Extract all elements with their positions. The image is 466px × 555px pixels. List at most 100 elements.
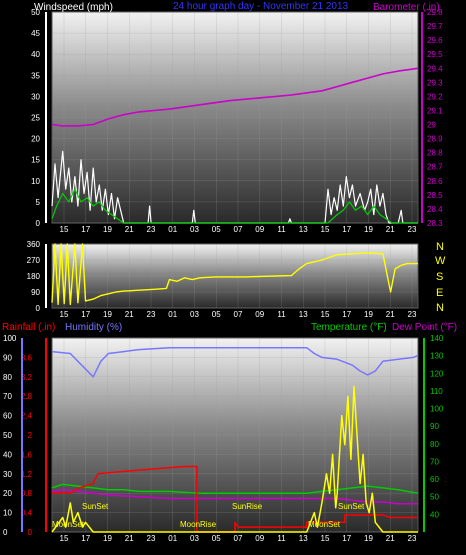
temperature-y-tick-label: 130 — [430, 352, 444, 361]
x-tick-label: 21 — [125, 534, 134, 543]
x-tick-label: 23 — [147, 534, 156, 543]
wind-y-tick-label: 25 — [31, 114, 40, 123]
x-tick-label: 21 — [386, 225, 395, 234]
x-tick-label: 19 — [103, 225, 112, 234]
humidity-y-tick-label: 20 — [3, 489, 12, 498]
temperature-y-tick-label: 70 — [430, 457, 439, 466]
x-tick-label: 03 — [190, 225, 199, 234]
x-tick-label: 01 — [168, 310, 177, 319]
x-tick-label: 17 — [342, 225, 351, 234]
wind-y-tick-label: 45 — [31, 29, 40, 38]
x-tick-label: 03 — [190, 310, 199, 319]
temperature-y-tick-label: 60 — [430, 475, 439, 484]
barometer-y-tick-label: 29.8 — [427, 8, 443, 17]
barometer-y-tick-label: 28.6 — [427, 177, 443, 186]
barometer-y-tick-label: 29.7 — [427, 22, 443, 31]
compass-letter-s: S — [436, 271, 443, 283]
climate-series-humidity — [51, 346, 419, 378]
x-tick-label: 15 — [60, 534, 69, 543]
humidity-y-tick-label: 60 — [3, 412, 12, 421]
temperature-y-tick-label: 120 — [430, 369, 444, 378]
annotation-sunset-1: SunSet — [82, 502, 109, 511]
x-tick-label: 13 — [299, 310, 308, 319]
humidity-y-tick-label: 0 — [3, 528, 8, 537]
direction-series — [51, 243, 418, 306]
annotation-moonset-1: MoonSet — [52, 520, 85, 529]
x-tick-label: 01 — [168, 534, 177, 543]
barometer-axis-title: Barometer (.in) — [373, 2, 440, 13]
rain-y-tick-label: 3.6 — [21, 353, 33, 362]
x-tick-label: 21 — [386, 310, 395, 319]
x-tick-label: 07 — [234, 534, 243, 543]
wind-y-tick-label: 40 — [31, 50, 40, 59]
climate-series-dew_point — [51, 488, 418, 505]
x-tick-label: 05 — [212, 310, 221, 319]
windspeed-axis-title: Windspeed (mph) — [34, 2, 113, 13]
barometer-y-tick-label: 28.4 — [427, 205, 443, 214]
x-tick-label: 23 — [147, 225, 156, 234]
humidity-y-tick-label: 30 — [3, 470, 12, 479]
x-tick-label: 15 — [60, 310, 69, 319]
annotation-moonset-2: MoonSet — [308, 520, 341, 529]
temperature-y-tick-label: 140 — [430, 334, 444, 343]
temperature-y-tick-label: 40 — [430, 510, 439, 519]
temperature-y-tick-label: 110 — [430, 387, 443, 396]
x-tick-label: 15 — [321, 534, 330, 543]
humidity-y-tick-label: 80 — [3, 373, 12, 382]
temperature-axis-title: Temperature (°F) — [311, 322, 387, 333]
x-tick-label: 19 — [103, 534, 112, 543]
x-tick-label: 07 — [234, 225, 243, 234]
compass-letter-n-bottom: N — [436, 302, 444, 314]
x-tick-label: 19 — [364, 534, 373, 543]
compass-letter-w: W — [435, 255, 446, 267]
x-tick-label: 01 — [168, 225, 177, 234]
x-tick-label: 07 — [234, 310, 243, 319]
climate-series-sun — [51, 385, 418, 533]
x-tick-label: 19 — [364, 310, 373, 319]
barometer-y-tick-label: 28.5 — [427, 191, 443, 200]
humidity-y-tick-label: 90 — [3, 353, 12, 362]
direction-y-tick-label: 360 — [27, 240, 41, 249]
humidity-y-tick-label: 10 — [3, 509, 12, 518]
wind-series-barometer — [51, 67, 419, 127]
compass-letter-n-top: N — [436, 241, 444, 253]
x-tick-label: 21 — [125, 310, 134, 319]
rainfall-axis-title: Rainfall (.in) — [2, 322, 55, 333]
x-tick-label: 15 — [321, 225, 330, 234]
x-tick-label: 21 — [125, 225, 134, 234]
temperature-y-tick-label: 100 — [430, 405, 444, 414]
x-tick-label: 23 — [408, 310, 417, 319]
wind-y-tick-label: 15 — [31, 156, 40, 165]
barometer-y-tick-label: 29.2 — [427, 92, 443, 101]
wind-y-tick-label: 50 — [31, 8, 40, 17]
barometer-y-tick-label: 29.3 — [427, 78, 443, 87]
humidity-y-tick-label: 40 — [3, 450, 12, 459]
x-tick-label: 17 — [81, 534, 90, 543]
compass-letter-e: E — [436, 287, 443, 299]
x-tick-label: 17 — [81, 310, 90, 319]
barometer-y-tick-label: 29.4 — [427, 64, 443, 73]
x-tick-label: 05 — [212, 225, 221, 234]
x-tick-label: 23 — [147, 310, 156, 319]
x-tick-label: 19 — [103, 310, 112, 319]
dewpoint-axis-title: Dew Point (°F) — [392, 322, 457, 333]
barometer-y-tick-label: 29 — [427, 121, 436, 130]
direction-y-tick-label: 270 — [27, 256, 41, 265]
annotation-sunset-2: SunSet — [338, 502, 365, 511]
rain-y-tick-label: 3.2 — [21, 373, 33, 382]
rain-y-tick-label: 1.2 — [21, 470, 33, 479]
barometer-y-tick-label: 28.7 — [427, 163, 443, 172]
x-tick-label: 09 — [255, 534, 264, 543]
x-tick-label: 15 — [321, 310, 330, 319]
x-tick-label: 23 — [408, 225, 417, 234]
barometer-y-tick-label: 29.1 — [427, 106, 443, 115]
barometer-y-tick-label: 29.5 — [427, 50, 443, 59]
barometer-y-tick-label: 28.3 — [427, 219, 443, 228]
humidity-y-tick-label: 50 — [3, 431, 12, 440]
temperature-y-tick-label: 80 — [430, 440, 439, 449]
x-tick-label: 23 — [408, 534, 417, 543]
x-tick-label: 13 — [299, 534, 308, 543]
humidity-axis-title: Humidity (%) — [65, 322, 122, 333]
x-tick-label: 05 — [212, 534, 221, 543]
